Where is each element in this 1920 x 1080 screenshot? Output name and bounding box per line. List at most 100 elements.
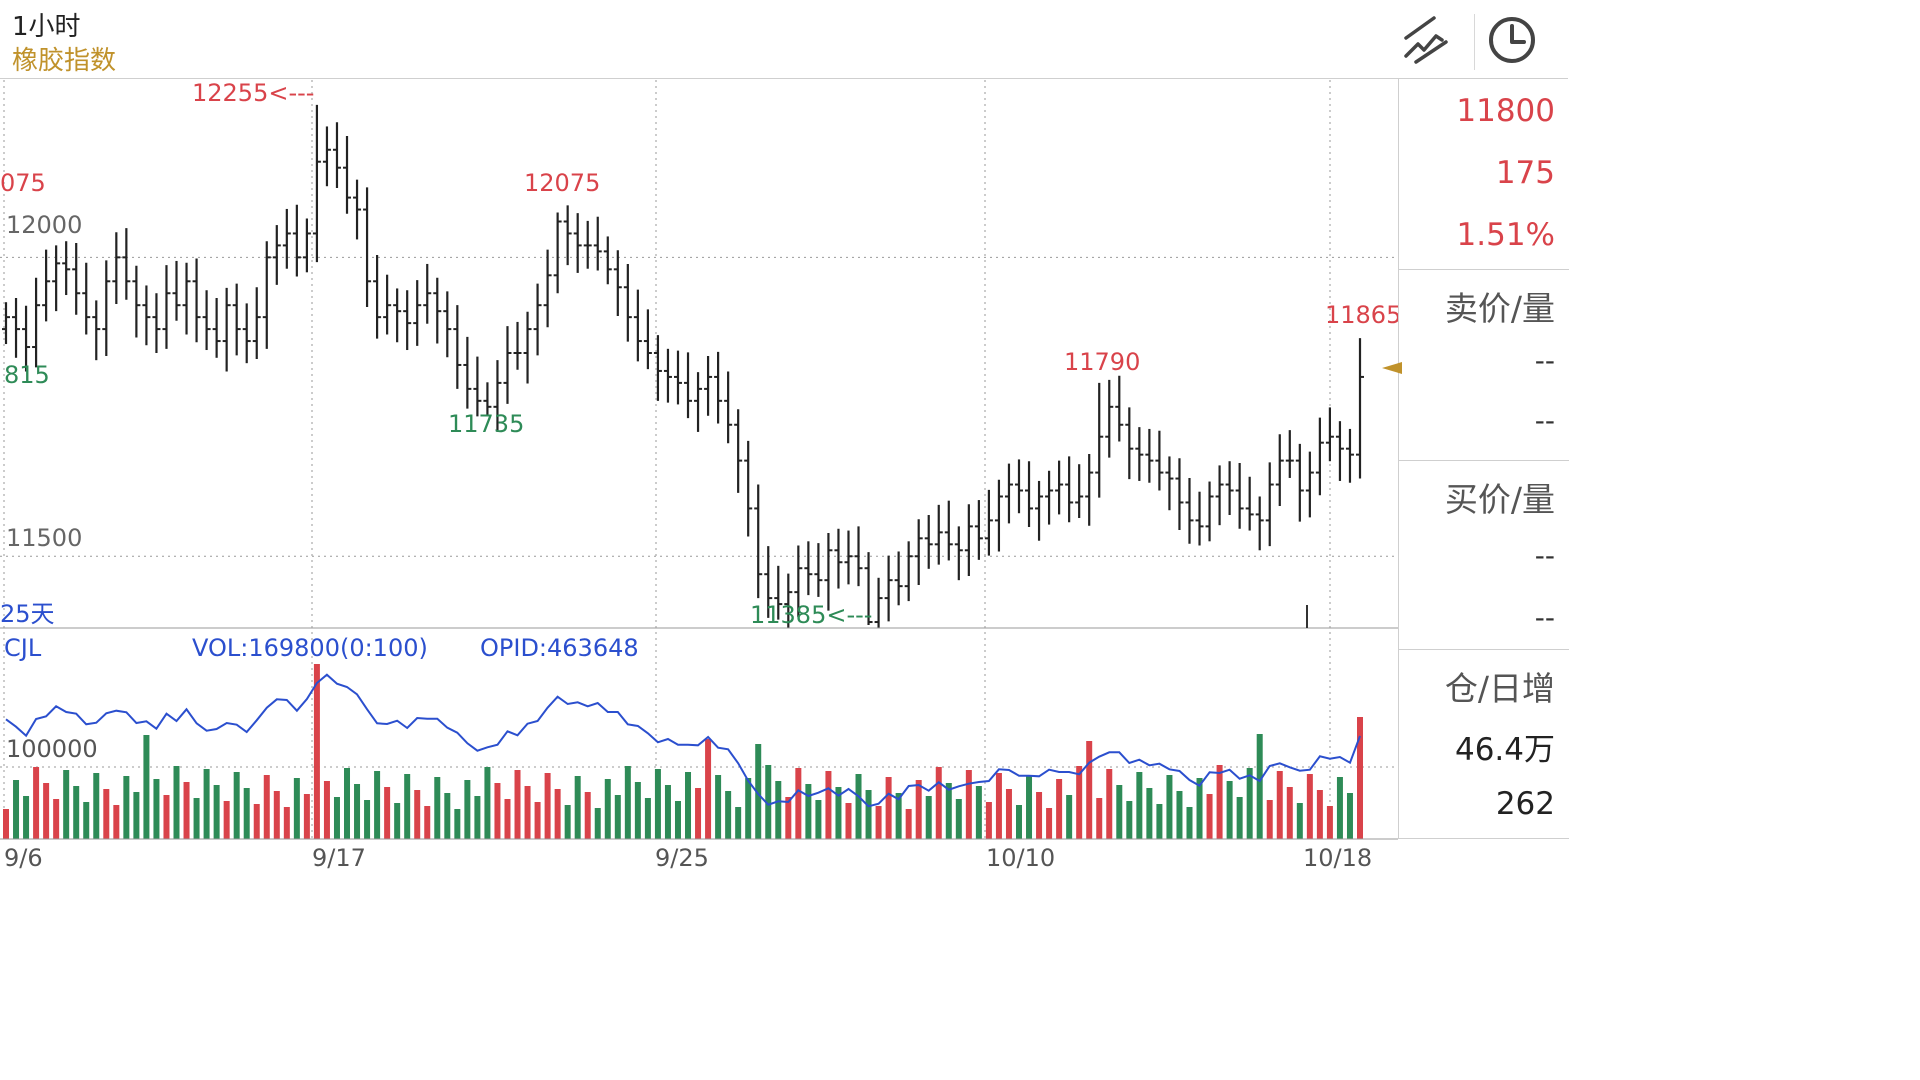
price-change-pct: 1.51% xyxy=(1456,217,1555,253)
annotation-high-cut: 075 xyxy=(0,169,46,197)
volume-bar xyxy=(404,774,411,839)
price-chart[interactable]: 12000 11500 25天 12255<--- 12075 11790 11… xyxy=(0,0,1398,880)
volume-bar xyxy=(143,735,150,839)
volume-bar xyxy=(905,809,912,839)
trend-line-button[interactable] xyxy=(1398,12,1454,68)
volume-bar xyxy=(354,784,361,839)
volume-readout: VOL:169800(0:100) xyxy=(192,634,428,662)
volume-bar xyxy=(534,802,541,839)
volume-bar xyxy=(193,798,200,839)
volume-bar xyxy=(1106,769,1113,839)
volume-bar xyxy=(344,768,351,839)
price-change: 175 xyxy=(1495,155,1555,191)
volume-bar xyxy=(213,785,220,839)
volume-bar xyxy=(63,770,70,839)
ask-label: 卖价/量 xyxy=(1444,289,1555,328)
bid-volume: -- xyxy=(1534,601,1555,634)
volume-bar xyxy=(133,792,140,839)
volume-bar xyxy=(1216,765,1223,839)
volume-bar xyxy=(554,789,561,839)
volume-bar xyxy=(695,788,702,839)
volume-bar xyxy=(935,767,942,839)
volume-bar xyxy=(624,766,631,839)
volume-bar xyxy=(1076,766,1083,839)
volume-bar xyxy=(73,786,80,839)
volume-bar xyxy=(394,803,401,839)
volume-bar xyxy=(1266,800,1273,839)
volume-bar xyxy=(13,780,20,839)
bid-box: 买价/量 -- -- xyxy=(1399,461,1569,650)
volume-bar xyxy=(494,783,501,839)
volume-bar xyxy=(564,805,571,839)
volume-bar xyxy=(885,777,892,839)
instrument-name[interactable]: 橡胶指数 xyxy=(12,46,117,76)
volume-bar xyxy=(364,800,371,839)
volume-bar xyxy=(153,779,160,839)
volume-bar xyxy=(1276,771,1283,839)
volume-bar xyxy=(1357,717,1363,839)
volume-bar xyxy=(173,766,180,839)
volume-bar xyxy=(945,783,952,839)
volume-bar xyxy=(1186,807,1193,839)
chart-grid xyxy=(0,80,1398,839)
annotation-low-11735: 11735 xyxy=(448,410,524,438)
volume-bar xyxy=(975,786,982,839)
volume-bar xyxy=(1086,741,1093,839)
volume-bar xyxy=(1126,801,1133,839)
volume-bar xyxy=(103,789,110,839)
volume-bar xyxy=(604,779,611,839)
volume-bar xyxy=(1246,768,1253,839)
period-label[interactable]: 1小时 xyxy=(12,12,81,42)
last-price: 11800 xyxy=(1456,93,1555,129)
volume-bar xyxy=(1146,788,1153,839)
volume-bar xyxy=(183,782,190,839)
volume-bar xyxy=(965,770,972,839)
volume-bar xyxy=(775,781,782,839)
volume-bar xyxy=(203,769,210,839)
chart-header: 1小时 橡胶指数 xyxy=(0,0,1568,79)
volume-bar xyxy=(1196,778,1203,839)
volume-bar xyxy=(745,778,752,839)
volume-bar xyxy=(705,739,712,839)
volume-gridline-label: 100000 xyxy=(6,735,98,763)
annotation-high-11790: 11790 xyxy=(1064,348,1140,376)
volume-bar xyxy=(574,776,581,839)
volume-bar xyxy=(233,772,240,839)
volume-bar xyxy=(1326,806,1333,839)
volume-bar xyxy=(795,768,802,839)
ask-price: -- xyxy=(1534,344,1555,377)
volume-bar xyxy=(243,788,250,839)
annotation-high-12255: 12255<--- xyxy=(192,79,314,107)
volume-bar xyxy=(1116,785,1123,839)
volume-bar xyxy=(995,773,1002,839)
x-tick-label: 10/18 xyxy=(1303,844,1372,872)
volume-bar xyxy=(1156,804,1163,839)
volume-bar xyxy=(464,780,471,839)
volume-bar xyxy=(33,767,40,839)
volume-bar xyxy=(755,744,762,839)
volume-bar xyxy=(1256,734,1263,839)
volume-bar xyxy=(685,772,692,839)
volume-bars xyxy=(3,664,1363,839)
x-tick-label: 10/10 xyxy=(986,844,1055,872)
volume-bar xyxy=(434,777,441,839)
x-tick-label: 9/25 xyxy=(655,844,709,872)
clock-button[interactable] xyxy=(1486,12,1542,68)
volume-bar xyxy=(634,782,641,839)
bid-label: 买价/量 xyxy=(1444,480,1555,519)
volume-bar xyxy=(23,796,30,839)
oi-value: 46.4万 xyxy=(1454,732,1555,768)
bid-price: -- xyxy=(1534,539,1555,572)
volume-bar xyxy=(654,769,661,839)
volume-bar xyxy=(1015,805,1022,839)
open-interest-readout: OPID:463648 xyxy=(480,634,639,662)
volume-bar xyxy=(1286,787,1293,839)
volume-bar xyxy=(835,787,842,839)
volume-bar xyxy=(93,773,100,839)
open-interest-box: 仓/日增 46.4万 262 xyxy=(1399,650,1569,839)
volume-bar xyxy=(915,780,922,839)
volume-bar xyxy=(53,799,60,839)
volume-bar xyxy=(544,773,551,839)
volume-bar xyxy=(1026,776,1033,839)
volume-bar xyxy=(474,796,481,839)
